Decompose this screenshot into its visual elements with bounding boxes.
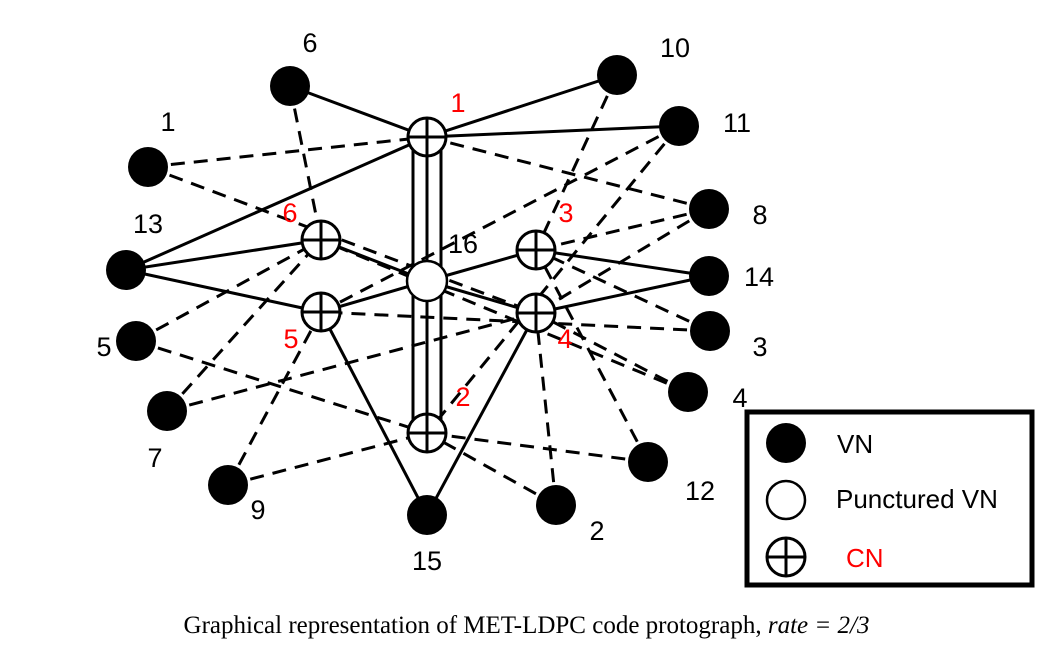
- edge-8-c4: [535, 207, 710, 315]
- edge-11-c5: [320, 124, 680, 314]
- variable-node-4: [668, 372, 708, 412]
- variable-node-15: [407, 495, 447, 535]
- edge-15-c5: [319, 311, 429, 516]
- edge-2-c4: [534, 312, 558, 506]
- variable-node-5: [116, 321, 156, 361]
- edge-14-c4: [535, 274, 710, 315]
- check-node-c3: [515, 229, 557, 271]
- legend-vn-label: VN: [837, 429, 873, 459]
- edge-7-c4: [166, 311, 537, 413]
- edge-14-c3: [535, 248, 710, 278]
- punctured-variable-node-16: [405, 259, 449, 303]
- edge-8-c1: [426, 135, 710, 211]
- caption-math: rate = 2/3: [767, 612, 870, 639]
- variable-node-7: [147, 391, 187, 431]
- variable-node-label-11: 11: [723, 108, 751, 138]
- check-node-label-c3: 3: [558, 198, 573, 228]
- legend-cn-label: CN: [846, 543, 884, 573]
- edge-9-c2: [227, 431, 428, 487]
- legend-punctured-vn-symbol: [765, 479, 807, 521]
- edge-1-c4: [147, 165, 537, 315]
- variable-node-label-15: 15: [412, 546, 442, 576]
- edge-10-c3: [534, 74, 619, 251]
- variable-node-label-13: 13: [133, 209, 163, 239]
- variable-node-label-1: 1: [160, 107, 175, 137]
- edge-15-c4: [425, 312, 538, 516]
- variable-node-label-12: 12: [685, 476, 715, 506]
- check-node-label-c4: 4: [557, 324, 572, 354]
- variable-node-11: [659, 106, 699, 146]
- check-node-c4: [515, 292, 557, 334]
- edge-6-c6: [288, 85, 323, 241]
- nodes-layer: [106, 55, 730, 535]
- check-node-c2: [406, 412, 448, 454]
- check-node-label-c6: 6: [282, 198, 297, 228]
- edge-10-c1: [426, 73, 618, 139]
- variable-node-label-2: 2: [589, 516, 604, 546]
- legend-punctured-vn-label: Punctured VN: [836, 484, 998, 514]
- edge-12-c2: [426, 431, 649, 464]
- variable-node-label-7: 7: [147, 443, 162, 473]
- variable-node-14: [689, 256, 729, 296]
- variable-node-6: [270, 66, 310, 106]
- legend: VN Punctured VN CN: [744, 409, 1035, 588]
- legend-vn-symbol: [766, 423, 806, 463]
- caption-text: Graphical representation of MET-LDPC cod…: [183, 612, 762, 639]
- check-node-label-c1: 1: [450, 88, 465, 118]
- edge-13-c6: [125, 238, 322, 272]
- variable-node-label-16: 16: [448, 229, 478, 259]
- edge-11-c2: [425, 125, 681, 434]
- variable-node-9: [208, 465, 248, 505]
- variable-node-label-5: 5: [96, 332, 111, 362]
- variable-node-label-10: 10: [660, 33, 690, 63]
- edge-4-c4: [535, 311, 689, 394]
- variable-node-2: [536, 485, 576, 525]
- variable-node-label-3: 3: [752, 332, 767, 362]
- edge-2-c2: [426, 431, 557, 507]
- edge-8-c3: [535, 207, 710, 252]
- edge-5-c2: [135, 339, 428, 435]
- edge-3-c3: [535, 248, 711, 333]
- edge-5-c6: [135, 238, 322, 343]
- edge-12-c3: [534, 249, 650, 463]
- edge-7-c6: [165, 238, 323, 413]
- variable-node-label-6: 6: [302, 28, 317, 58]
- variable-node-3: [690, 311, 730, 351]
- variable-node-8: [689, 189, 729, 229]
- edge-11-c1: [426, 124, 680, 139]
- variable-node-label-4: 4: [732, 383, 747, 413]
- variable-node-1: [128, 147, 168, 187]
- edge-4-c6: [320, 238, 689, 394]
- edge-6-c1: [289, 84, 428, 139]
- variable-node-10: [597, 55, 637, 95]
- check-node-c5: [300, 291, 342, 333]
- check-node-c1: [406, 116, 448, 158]
- check-node-label-c5: 5: [283, 324, 298, 354]
- figure-caption: Graphical representation of MET-LDPC cod…: [0, 612, 1053, 640]
- variable-node-label-9: 9: [250, 495, 265, 525]
- edge-13-c5: [125, 268, 322, 314]
- variable-node-label-8: 8: [752, 200, 767, 230]
- check-node-c6: [300, 219, 342, 261]
- legend-cn-symbol: [765, 536, 807, 578]
- check-node-label-c2: 2: [455, 382, 470, 412]
- variable-node-13: [106, 250, 146, 290]
- edge-1-c1: [147, 135, 428, 169]
- variable-node-12: [628, 442, 668, 482]
- variable-node-label-14: 14: [744, 262, 774, 292]
- edge-13-c1: [125, 135, 428, 272]
- edge-9-c5: [226, 311, 323, 486]
